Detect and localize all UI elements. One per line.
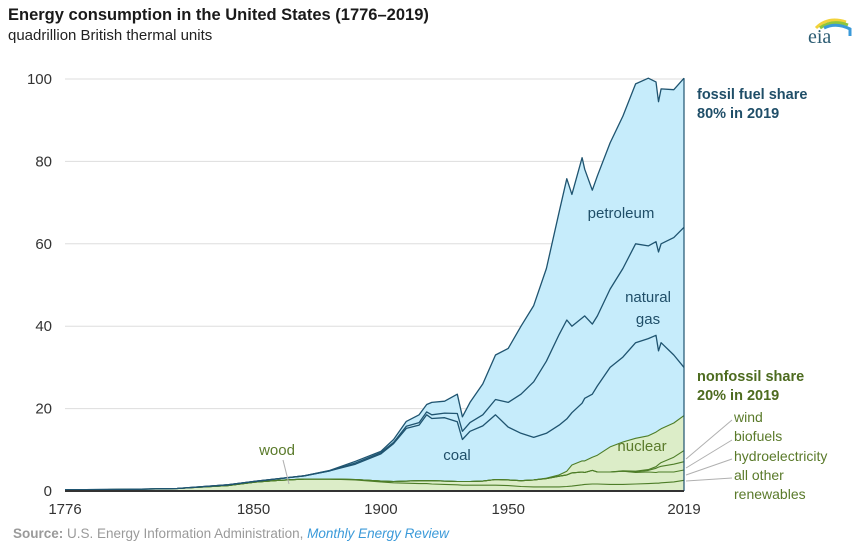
- source-note: Source: U.S. Energy Information Administ…: [13, 526, 449, 541]
- x-tick-label: 1850: [237, 501, 270, 518]
- leader-lines: [282, 419, 733, 485]
- label-natural-gas-line1: natural: [625, 289, 671, 306]
- source-text: U.S. Energy Information Administration,: [63, 526, 308, 541]
- leader-line-wood: [282, 459, 290, 485]
- axes: 0 20 40 60 80 100 1776 1850 1900 1950 2019: [27, 71, 701, 518]
- source-publication-link[interactable]: Monthly Energy Review: [307, 526, 449, 541]
- area-nonfossil: [65, 415, 684, 491]
- area-fossil: [65, 78, 684, 490]
- label-petroleum: petroleum: [588, 205, 655, 222]
- label-natural-gas-line2: gas: [636, 311, 660, 328]
- chart-title: Energy consumption in the United States …: [8, 6, 429, 24]
- legend-all-other: all other: [734, 466, 784, 483]
- x-tick-label: 1776: [48, 501, 81, 518]
- y-tick-label: 60: [35, 236, 52, 253]
- area-series: [65, 78, 684, 491]
- chart-subtitle: quadrillion British thermal units: [8, 27, 213, 44]
- x-tick-label: 2019: [667, 501, 700, 518]
- x-tick-label: 1950: [492, 501, 525, 518]
- label-coal: coal: [443, 447, 471, 464]
- legend-wind: wind: [734, 409, 763, 425]
- legend-hydroelectricity: hydroelectricity: [734, 447, 828, 464]
- fossil-share-value: 80% in 2019: [697, 106, 780, 122]
- x-tick-label: 1900: [364, 501, 397, 518]
- nonfossil-share-title: nonfossil share: [697, 369, 805, 385]
- leader-line: [685, 419, 733, 460]
- legend-biofuels: biofuels: [734, 428, 783, 445]
- leader-line: [685, 439, 733, 469]
- line-nuclear: [64, 415, 685, 491]
- series-lines: [64, 77, 685, 491]
- y-tick-label: 80: [35, 153, 52, 170]
- y-tick-label: 0: [44, 483, 52, 500]
- leader-line: [685, 477, 733, 482]
- y-tick-label: 100: [27, 71, 52, 88]
- nonfossil-share-value: 20% in 2019: [697, 388, 780, 404]
- series-labels: petroleum natural gas coal nuclear wood: [258, 205, 671, 464]
- y-tick-label: 20: [35, 401, 52, 418]
- leader-line: [685, 458, 733, 476]
- source-label: Source:: [13, 526, 64, 541]
- eia-logo-icon: [814, 18, 852, 36]
- fossil-share-title: fossil fuel share: [697, 87, 808, 103]
- renewables-legend: wind biofuels hydroelectricity all other…: [734, 408, 827, 504]
- y-tick-label: 40: [35, 318, 52, 335]
- nonfossil-share-annotation: nonfossil share 20% in 2019: [697, 368, 804, 406]
- fossil-share-annotation: fossil fuel share 80% in 2019: [697, 86, 807, 124]
- legend-renewables: renewables: [734, 486, 806, 503]
- line-petroleum: [64, 77, 685, 491]
- eia-logo-text: eia: [808, 26, 832, 48]
- label-wood: wood: [258, 442, 295, 459]
- label-nuclear: nuclear: [617, 438, 666, 455]
